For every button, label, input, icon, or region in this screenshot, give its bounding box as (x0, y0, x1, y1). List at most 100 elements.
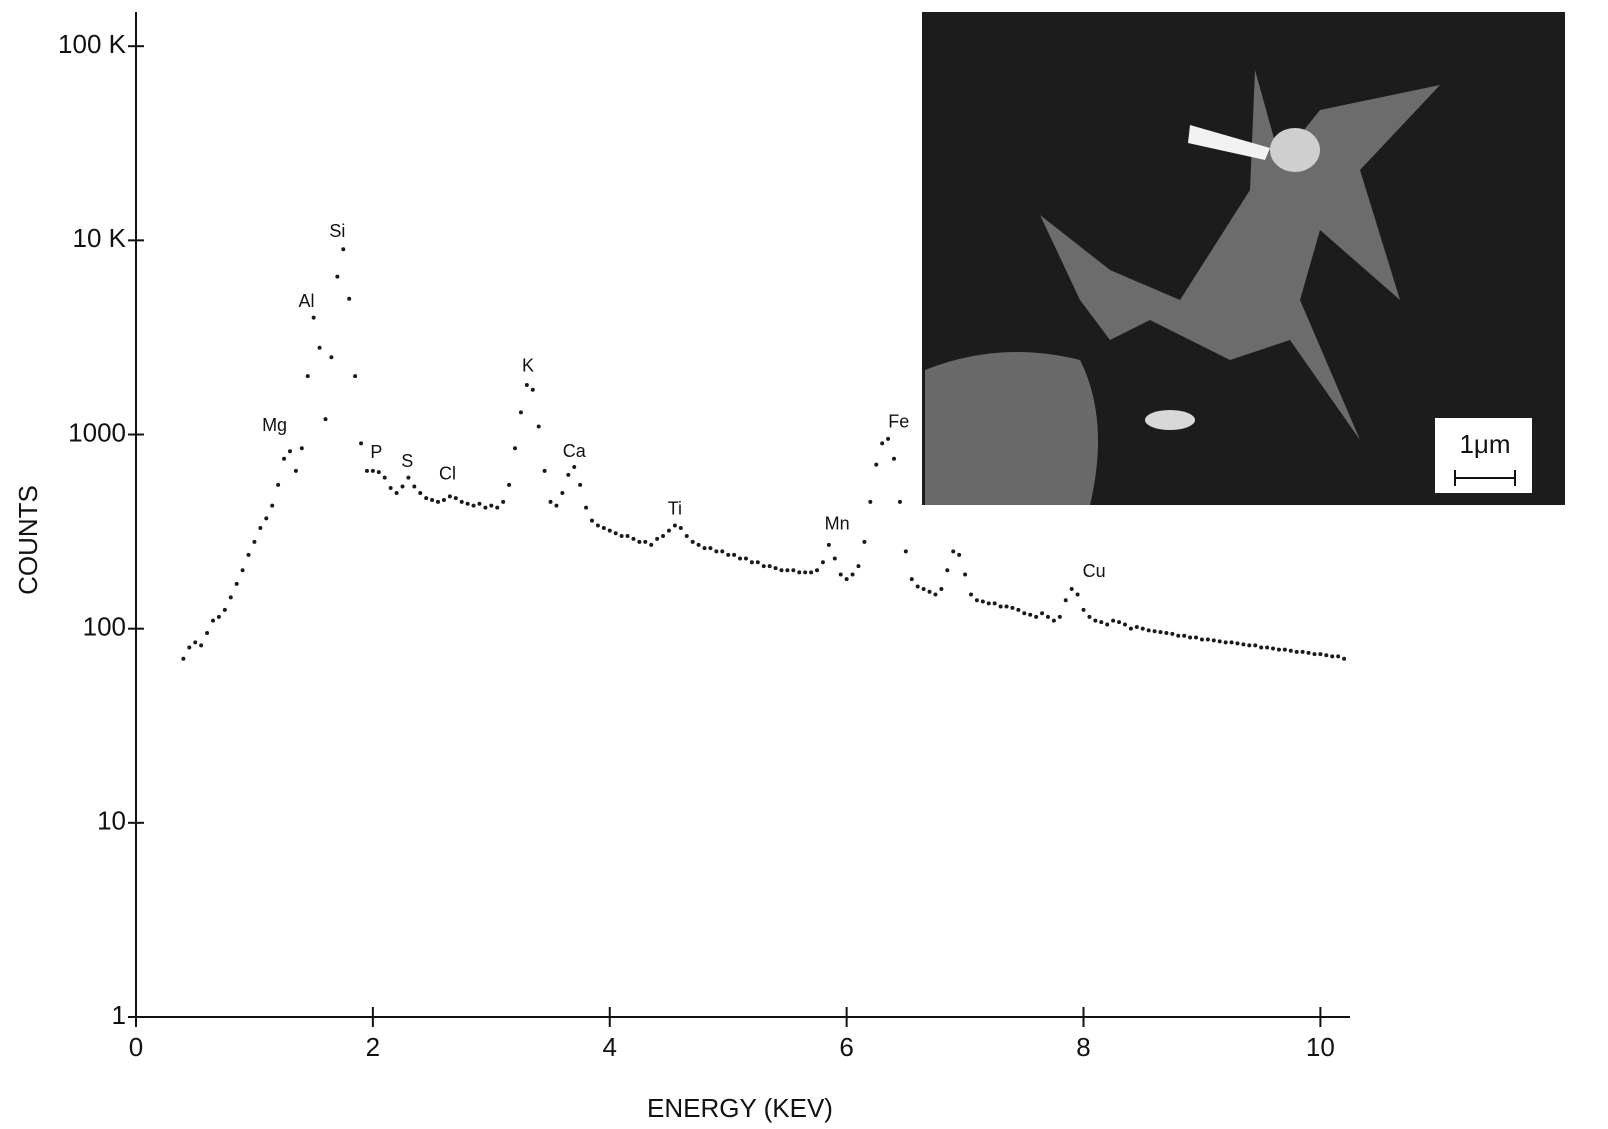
data-point (702, 546, 707, 551)
data-point (216, 614, 221, 619)
data-point (566, 472, 571, 477)
data-point (240, 568, 245, 573)
data-point (773, 566, 778, 571)
x-tick-label: 8 (1076, 1032, 1090, 1062)
data-point (501, 499, 506, 504)
data-point (1176, 633, 1181, 638)
data-point (779, 568, 784, 573)
data-point (353, 374, 358, 379)
data-point (518, 410, 523, 415)
data-point (880, 441, 885, 446)
data-point (276, 482, 281, 487)
data-point (986, 601, 991, 606)
data-point (495, 505, 500, 510)
data-point (1122, 622, 1127, 627)
data-point (696, 542, 701, 547)
data-point (270, 503, 275, 508)
data-point (1229, 640, 1234, 645)
data-point (809, 570, 814, 575)
data-point (874, 462, 879, 467)
data-point (447, 494, 452, 499)
data-point (293, 468, 298, 473)
data-point (1057, 614, 1062, 619)
data-point (252, 539, 257, 544)
data-point (909, 577, 914, 582)
peak-label: S (401, 451, 413, 471)
data-point (1117, 620, 1122, 625)
data-point (980, 599, 985, 604)
data-point (436, 499, 441, 504)
data-point (755, 560, 760, 565)
data-point (963, 572, 968, 577)
data-point (1182, 633, 1187, 638)
data-point (246, 552, 251, 557)
data-point (1300, 649, 1305, 654)
data-point (317, 345, 322, 350)
x-tick-label: 10 (1306, 1032, 1335, 1062)
data-point (820, 560, 825, 565)
data-point (287, 449, 292, 454)
data-point (1164, 631, 1169, 636)
data-point (441, 497, 446, 502)
data-point (1342, 656, 1347, 661)
data-point (572, 465, 577, 470)
data-point (992, 601, 997, 606)
data-point (1075, 592, 1080, 597)
data-point (1146, 628, 1151, 633)
data-point (1318, 652, 1323, 657)
data-point (915, 584, 920, 589)
data-point (785, 568, 790, 573)
data-point (1217, 639, 1222, 644)
data-point (258, 526, 263, 531)
data-point (968, 592, 973, 597)
data-point (1022, 611, 1027, 616)
data-point (945, 568, 950, 573)
data-point (1087, 614, 1092, 619)
data-point (1034, 614, 1039, 619)
data-point (205, 631, 210, 636)
data-point (465, 501, 470, 506)
data-point (607, 528, 612, 533)
data-point (1028, 612, 1033, 617)
data-point (1134, 625, 1139, 630)
data-point (1294, 649, 1299, 654)
data-point (655, 536, 660, 541)
data-point (382, 475, 387, 480)
data-point (536, 424, 541, 429)
data-point (708, 546, 713, 551)
data-point (489, 503, 494, 508)
data-point (749, 560, 754, 565)
data-point (359, 441, 364, 446)
data-point (222, 607, 227, 612)
data-point (892, 456, 897, 461)
data-point (690, 539, 695, 544)
peak-label: Ti (668, 498, 682, 518)
data-point (714, 549, 719, 554)
data-point (193, 640, 198, 645)
data-point (826, 542, 831, 547)
data-point (483, 505, 488, 510)
data-point (1253, 643, 1258, 648)
data-point (897, 499, 902, 504)
peak-label: Mn (825, 513, 850, 533)
data-point (850, 572, 855, 577)
y-tick-label: 100 (83, 612, 126, 642)
data-point (631, 536, 636, 541)
data-point (933, 592, 938, 597)
data-point (998, 604, 1003, 609)
data-point (672, 523, 677, 528)
peak-label: P (370, 442, 382, 462)
data-point (856, 564, 861, 569)
data-point (1111, 618, 1116, 623)
peak-label: Ca (563, 441, 587, 461)
data-point (1235, 641, 1240, 646)
data-point (1276, 647, 1281, 652)
data-point (1016, 607, 1021, 612)
data-point (666, 528, 671, 533)
peak-label: Al (299, 291, 315, 311)
data-point (560, 490, 565, 495)
data-point (471, 503, 476, 508)
data-point (661, 534, 666, 539)
data-point (862, 539, 867, 544)
